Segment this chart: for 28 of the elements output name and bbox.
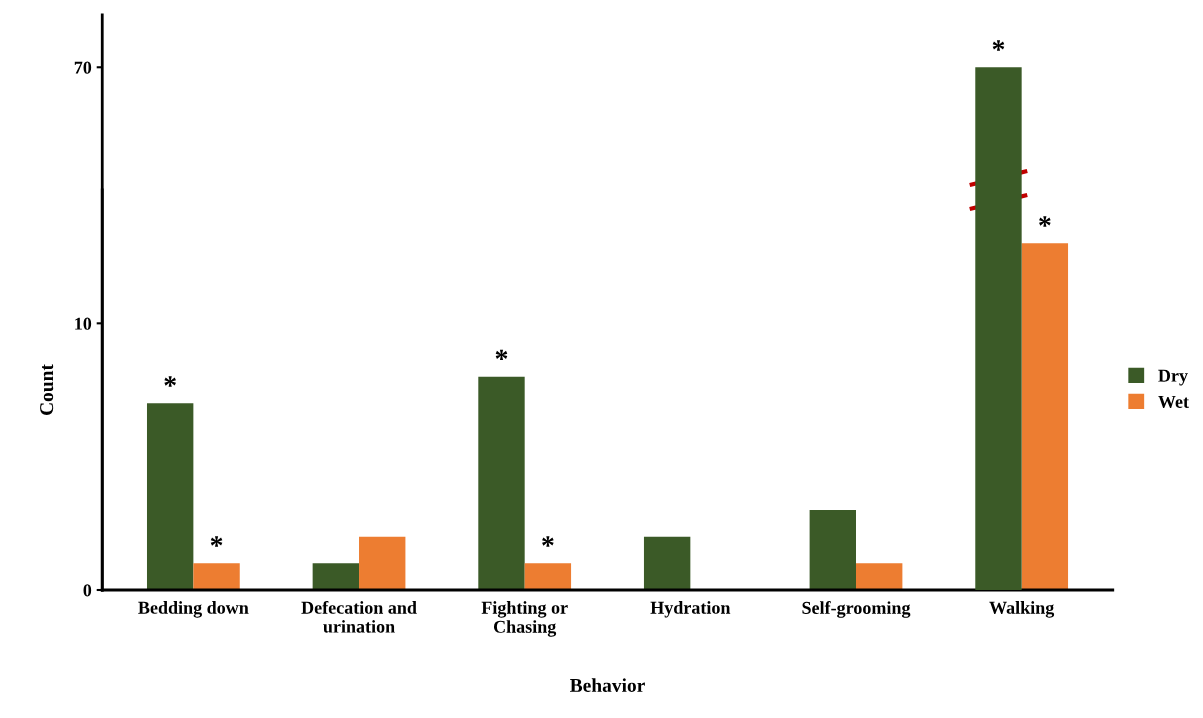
annotation: *: [992, 40, 1005, 51]
bar: [146, 403, 194, 590]
y-axis-title: Count: [40, 364, 54, 415]
x-tick-label: Bedding down: [138, 601, 249, 618]
bar: [312, 563, 360, 590]
bar: [193, 563, 240, 590]
y-tick-label: 10: [75, 317, 92, 330]
x-tick-label: Fighting or Chasing: [481, 601, 568, 637]
annotation: *: [164, 376, 176, 387]
y-tick-label: 0: [83, 584, 92, 597]
annotation: *: [210, 536, 223, 547]
legend-label: Dry: [1158, 369, 1188, 386]
x-tick-label: Hydration: [650, 601, 731, 618]
x-tick-label: Defecation and urination: [301, 600, 417, 633]
bar: [856, 563, 903, 590]
y-tick-label: 70: [74, 61, 92, 74]
x-tick-label: Walking: [989, 601, 1055, 618]
annotation: *: [495, 349, 508, 361]
bar: [359, 536, 406, 590]
annotation: *: [1039, 216, 1051, 227]
bar: [643, 536, 691, 590]
x-axis-title: Behavior: [570, 678, 645, 692]
x-tick-label: Self-grooming: [802, 601, 911, 618]
bar: [809, 510, 856, 590]
bar: [478, 376, 525, 590]
annotation: *: [542, 536, 554, 547]
legend-label: Wet: [1158, 395, 1189, 408]
bar: [524, 563, 572, 590]
